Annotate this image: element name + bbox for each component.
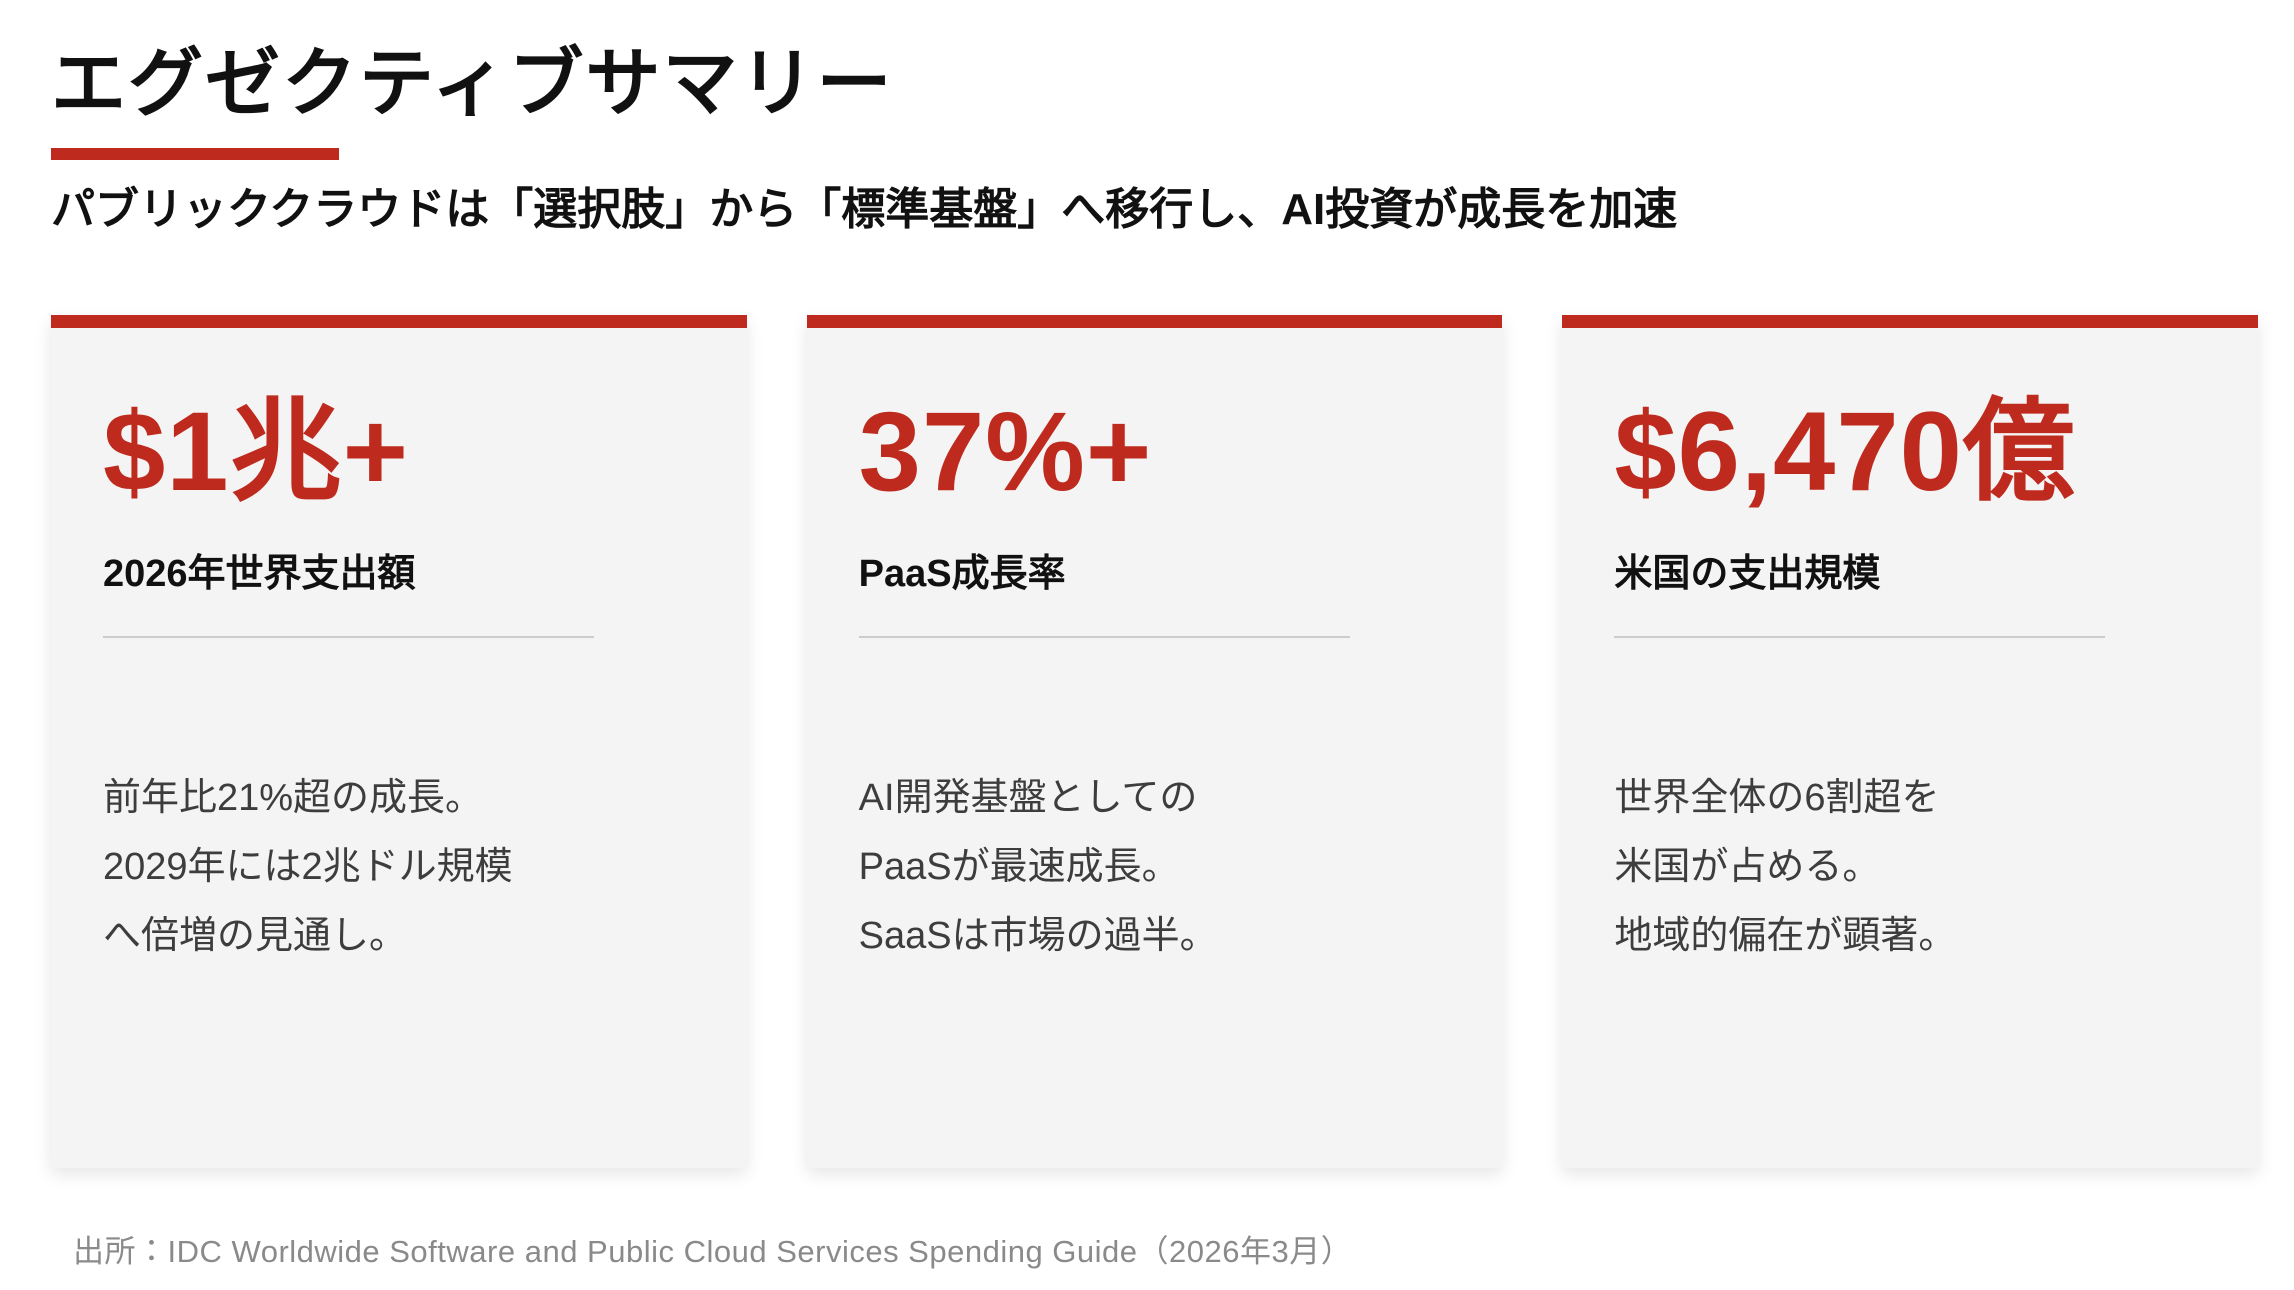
desc-line: 地域的偏在が顕著。 (1614, 914, 1957, 957)
card-divider (858, 635, 1350, 638)
desc-line: 前年比21%超の成長。 (103, 776, 484, 819)
desc-line: AI開発基盤としての (858, 776, 1198, 819)
page-title: エグゼクティブサマリー (51, 41, 894, 125)
desc-line: へ倍増の見通し。 (103, 914, 408, 957)
stat-value: $1兆+ (103, 389, 409, 515)
desc-line: SaaSは市場の過半。 (858, 914, 1218, 957)
stat-label: PaaS成長率 (858, 553, 1066, 596)
stat-card-us-spending: $6,470億 米国の支出規模 世界全体の6割超を 米国が占める。 地域的偏在が… (1562, 315, 2259, 1169)
card-divider (103, 635, 595, 638)
title-underline (51, 148, 339, 161)
card-divider (1614, 635, 2106, 638)
stat-value: $6,470億 (1614, 389, 2076, 515)
page-subtitle: パブリッククラウドは「選択肢」から「標準基盤」へ移行し、AI投資が成長を加速 (51, 185, 1678, 235)
stat-card-paas-growth: 37%+ PaaS成長率 AI開発基盤としての PaaSが最速成長。 SaaSは… (806, 315, 1503, 1169)
stat-description: 前年比21%超の成長。 2029年には2兆ドル規模 へ倍増の見通し。 (103, 764, 695, 971)
desc-line: 2029年には2兆ドル規模 (103, 845, 513, 888)
desc-line: PaaSが最速成長。 (858, 845, 1180, 888)
stat-label: 米国の支出規模 (1614, 553, 1881, 596)
stat-description: AI開発基盤としての PaaSが最速成長。 SaaSは市場の過半。 (859, 764, 1451, 971)
stat-label: 2026年世界支出額 (103, 553, 416, 596)
stat-card-world-spending: $1兆+ 2026年世界支出額 前年比21%超の成長。 2029年には2兆ドル規… (51, 315, 747, 1169)
source-note: 出所：IDC Worldwide Software and Public Clo… (73, 1234, 1353, 1270)
stat-cards-row: $1兆+ 2026年世界支出額 前年比21%超の成長。 2029年には2兆ドル規… (51, 315, 2259, 1169)
stat-value: 37%+ (858, 389, 1153, 515)
desc-line: 世界全体の6割超を (1614, 776, 1940, 819)
stat-description: 世界全体の6割超を 米国が占める。 地域的偏在が顕著。 (1614, 764, 2206, 971)
desc-line: 米国が占める。 (1614, 845, 1881, 888)
